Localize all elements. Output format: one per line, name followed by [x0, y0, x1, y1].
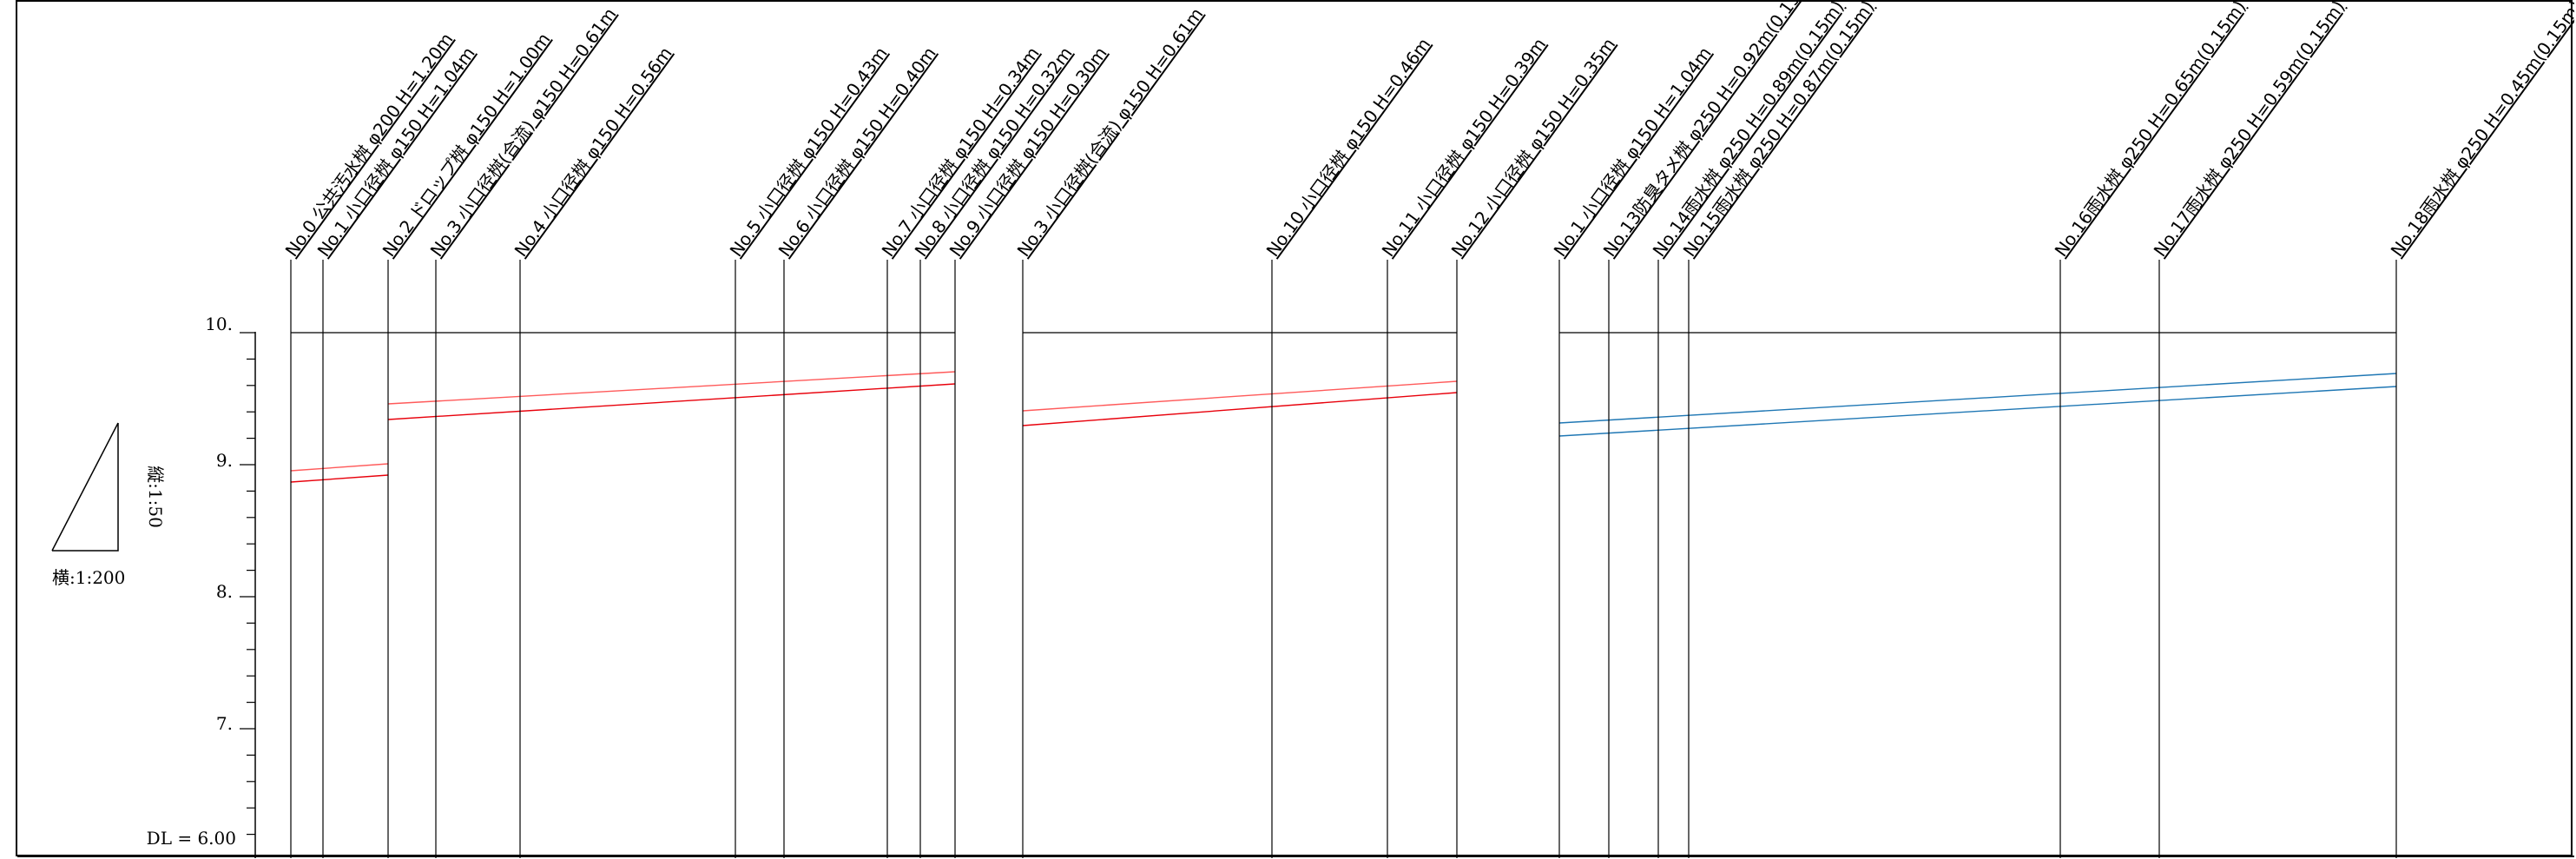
- tick-label-8: 8.: [216, 581, 233, 602]
- pipe-top-2: [387, 371, 956, 405]
- storm-pipe-top: [1558, 373, 2397, 424]
- station-label: No.14雨水桝 φ250 H=0.89m(0.15m): [1649, 2, 1848, 261]
- pipe-top-3: [1022, 380, 1458, 412]
- horizontal-scale-label: 横:1:200: [52, 567, 125, 588]
- tick-label-7: 7.: [216, 713, 233, 734]
- pipe-top-1: [290, 463, 389, 472]
- elevation-axis: 10. 9. 8. 7. DL = 6.00: [147, 314, 256, 858]
- storm-pipe-invert: [1558, 386, 2397, 437]
- tick-label-9: 9.: [216, 450, 233, 471]
- tick-label-10: 10.: [205, 314, 233, 334]
- longitudinal-profile: 縦:1:50 横:1:200 10. 9. 8. 7. DL = 6.00: [17, 2, 2574, 858]
- station-label: No.18雨水桝 φ250 H=0.45m(0.15m): [2387, 2, 2574, 261]
- datum-label: DL = 6.00: [147, 828, 236, 849]
- station-label: No.0 公共汚水桝 φ200 H=1.20m: [281, 29, 458, 261]
- station-label: No.4 小口径桝 φ150 H=0.56m: [511, 43, 676, 260]
- station-label: No.16雨水桝 φ250 H=0.65m(0.15m): [2051, 2, 2250, 261]
- scale-triangle: 縦:1:50 横:1:200: [51, 422, 166, 588]
- pipe-invert-3: [1022, 392, 1458, 426]
- pipe-invert-1: [290, 474, 389, 483]
- drawing-frame: 縦:1:50 横:1:200 10. 9. 8. 7. DL = 6.00: [16, 0, 2574, 858]
- pipe-lines: [290, 371, 2397, 483]
- pipe-invert-2: [387, 383, 956, 420]
- station-label: No.17雨水桝 φ250 H=0.59m(0.15m): [2150, 2, 2349, 261]
- vertical-scale-label: 縦:1:50: [145, 466, 166, 528]
